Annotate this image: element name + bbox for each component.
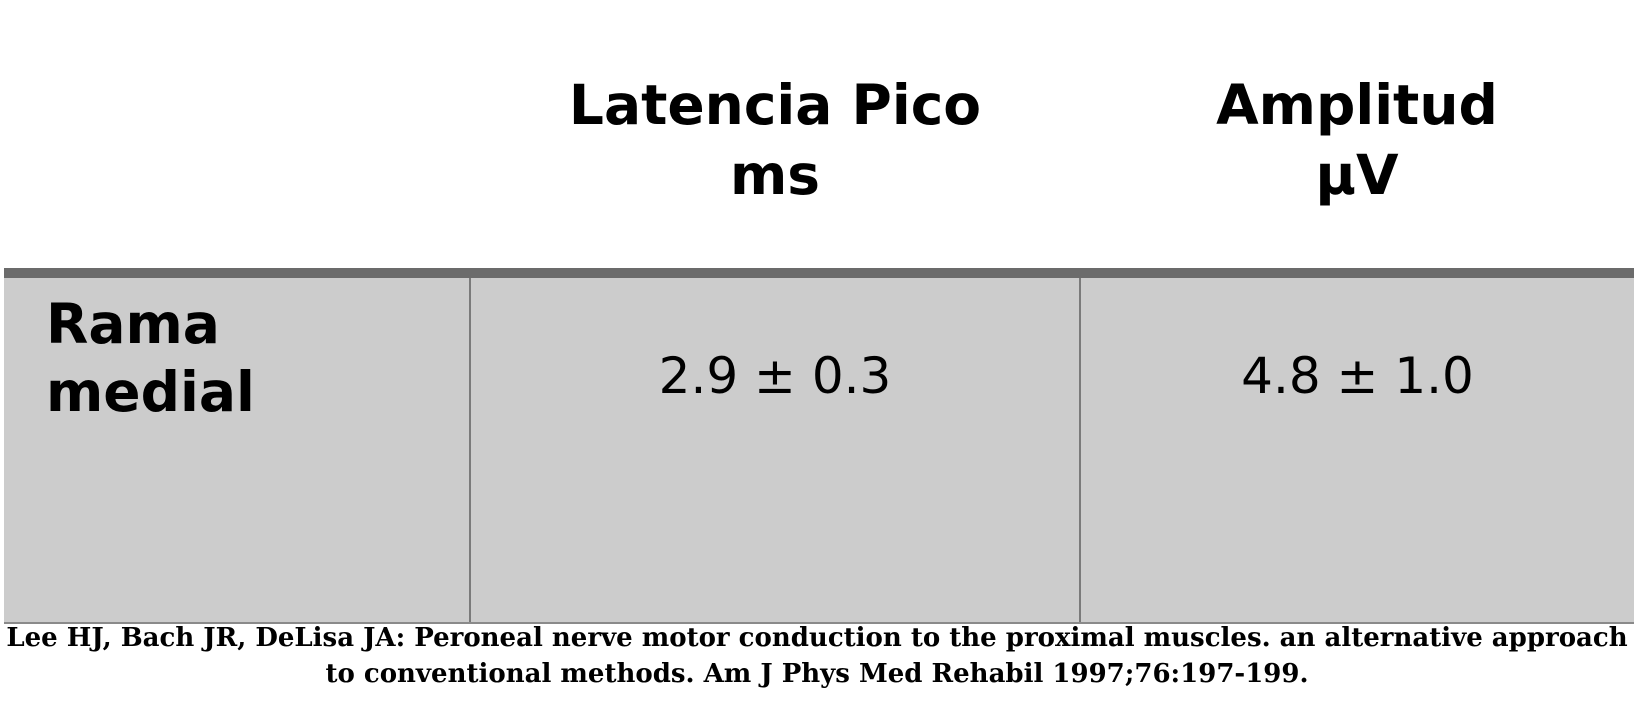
reference-citation: Lee HJ, Bach JR, DeLisa JA: Peroneal ner… bbox=[0, 620, 1634, 692]
data-table-container: Latencia Pico ms Amplitud µV Rama medial bbox=[4, 0, 1634, 624]
header-latency: Latencia Pico ms bbox=[470, 0, 1080, 278]
header-latency-unit: ms bbox=[729, 143, 821, 207]
citation-line-2: to conventional methods. Am J Phys Med R… bbox=[325, 659, 1309, 689]
header-amplitude-title: Amplitud bbox=[1216, 73, 1498, 137]
latency-value-cell: 2.9 ± 0.3 bbox=[469, 273, 1080, 624]
table-header: Latencia Pico ms Amplitud µV bbox=[4, 0, 1634, 278]
header-latency-title: Latencia Pico bbox=[568, 73, 982, 137]
row-label-line-1: Rama bbox=[46, 292, 220, 356]
table-body: Rama medial 2.9 ± 0.3 4.8 ± 1.0 bbox=[4, 273, 1634, 624]
table-row: Rama medial 2.9 ± 0.3 4.8 ± 1.0 bbox=[4, 273, 1634, 624]
row-label-line-2: medial bbox=[46, 360, 255, 424]
header-row: Latencia Pico ms Amplitud µV bbox=[4, 0, 1634, 278]
header-amplitude: Amplitud µV bbox=[1080, 0, 1634, 278]
citation-line-1: Lee HJ, Bach JR, DeLisa JA: Peroneal ner… bbox=[6, 623, 1628, 653]
amplitude-value-cell: 4.8 ± 1.0 bbox=[1079, 273, 1634, 624]
row-label-cell: Rama medial bbox=[4, 273, 470, 624]
header-amplitude-unit: µV bbox=[1315, 143, 1399, 207]
header-empty-cell bbox=[4, 0, 470, 278]
nerve-conduction-table: Latencia Pico ms Amplitud µV Rama medial bbox=[4, 0, 1634, 624]
